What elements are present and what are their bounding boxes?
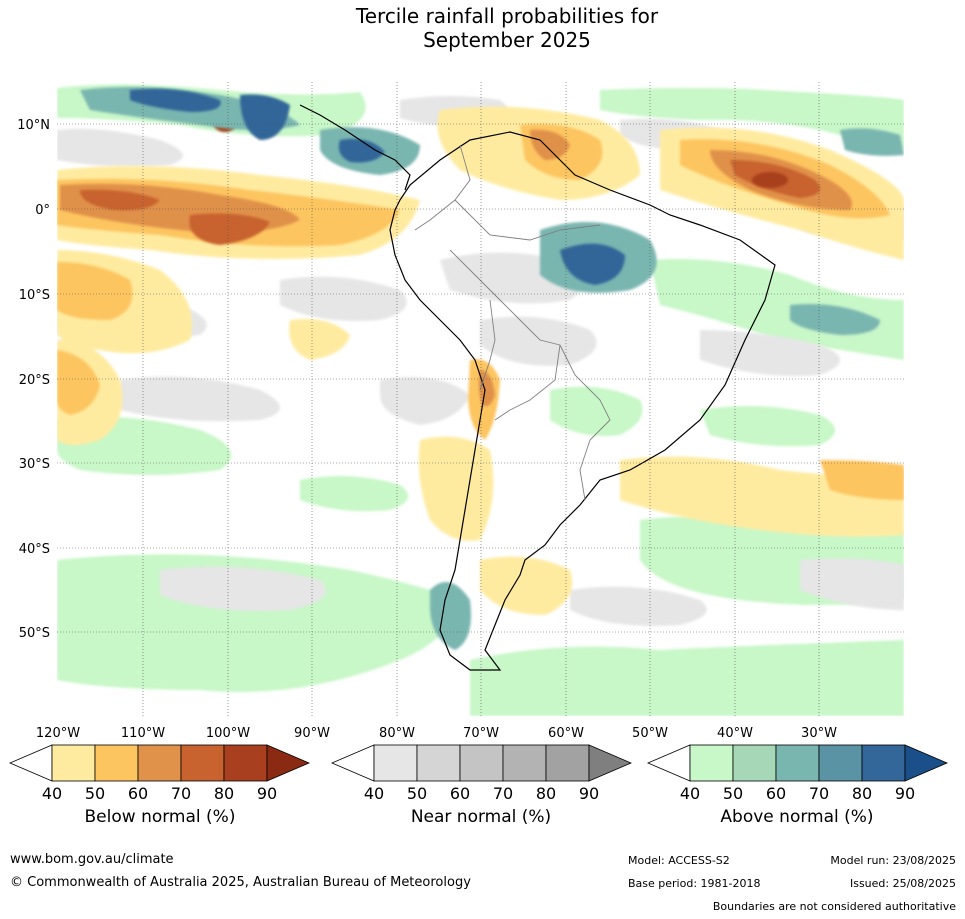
above-normal-80-areas — [130, 88, 625, 285]
colorbar-segment — [416, 744, 461, 782]
colorbar-max-triangle — [266, 744, 311, 782]
lat-label: 50°S — [19, 626, 50, 641]
lat-label: 30°S — [19, 457, 50, 472]
footer-disclaimer: Boundaries are not considered authoritat… — [712, 900, 956, 913]
colorbar-max-triangle — [588, 744, 633, 782]
lat-label: 0° — [35, 203, 50, 218]
colorbar-tick-label: 40 — [364, 784, 384, 803]
lon-label: 100°W — [206, 726, 250, 741]
lat-label: 10°N — [17, 118, 50, 133]
colorbar-tick-label: 50 — [85, 784, 105, 803]
near-normal-legend-title: Near normal (%) — [410, 807, 552, 827]
lon-label: 60°W — [548, 726, 584, 741]
colorbar-tick-label: 70 — [809, 784, 829, 803]
footer-copyright: © Commonwealth of Australia 2025, Austra… — [10, 875, 471, 890]
colorbar-segment — [545, 744, 590, 782]
title-line-2: September 2025 — [423, 28, 591, 52]
colorbar-tick-label: 90 — [579, 784, 599, 803]
footer-base-period: Base period: 1981-2018 — [628, 877, 761, 890]
colorbar-segment — [502, 744, 547, 782]
lon-label: 120°W — [36, 726, 80, 741]
title-line-1: Tercile rainfall probabilities for — [355, 4, 659, 28]
colorbar-tick-label: 70 — [493, 784, 513, 803]
probability-field — [57, 82, 904, 716]
lon-label: 30°W — [801, 726, 837, 741]
country-boundaries — [414, 144, 611, 501]
colorbar-max-triangle — [904, 744, 949, 782]
colorbar-tick-label: 50 — [407, 784, 427, 803]
lon-label: 110°W — [121, 726, 165, 741]
footer-model: Model: ACCESS-S2 — [628, 854, 730, 867]
footer-model-run: Model run: 23/08/2025 — [830, 854, 956, 867]
graticule — [57, 82, 904, 716]
colorbar-segment — [775, 744, 820, 782]
below-normal-colorbar: 40 50 60 70 80 90 — [8, 744, 311, 803]
colorbar-tick-label: 50 — [723, 784, 743, 803]
colorbar-min-triangle — [330, 744, 375, 782]
colorbar-tick-label: 60 — [128, 784, 148, 803]
colorbar-tick-label: 80 — [536, 784, 556, 803]
colorbar-min-triangle — [646, 744, 691, 782]
lat-label: 20°S — [19, 373, 50, 388]
colorbar-tick-label: 90 — [895, 784, 915, 803]
footer-issued: Issued: 25/08/2025 — [849, 877, 956, 890]
map-title: Tercile rainfall probabilities for Septe… — [0, 4, 965, 52]
longitude-labels: 120°W 110°W 100°W 90°W 80°W 70°W 60°W 50… — [36, 726, 837, 741]
colorbar-tick-label: 80 — [214, 784, 234, 803]
above-normal-colorbar: 40 50 60 70 80 90 — [646, 744, 949, 803]
colorbar-segment — [732, 744, 777, 782]
colorbar-segment — [861, 744, 906, 782]
colorbar-tick-label: 90 — [257, 784, 277, 803]
lat-label: 40°S — [19, 542, 50, 557]
lon-label: 80°W — [379, 726, 415, 741]
colorbar-tick-label: 80 — [852, 784, 872, 803]
colorbar-segment — [94, 744, 139, 782]
colorbar-segment — [373, 744, 418, 782]
lon-label: 50°W — [632, 726, 668, 741]
latitude-labels: 10°N 0° 10°S 20°S 30°S 40°S 50°S — [17, 118, 50, 641]
colorbar-segment — [818, 744, 863, 782]
colorbar-segment — [51, 744, 96, 782]
colorbar-tick-label: 70 — [171, 784, 191, 803]
colorbar-segment — [180, 744, 225, 782]
lat-label: 10°S — [19, 288, 50, 303]
near-normal-colorbar: 40 50 60 70 80 90 — [330, 744, 633, 803]
colorbar-segment — [459, 744, 504, 782]
colorbar-tick-label: 60 — [766, 784, 786, 803]
colorbar-segment — [137, 744, 182, 782]
lon-label: 90°W — [294, 726, 330, 741]
above-normal-legend-title: Above normal (%) — [720, 807, 874, 827]
colorbar-tick-label: 60 — [450, 784, 470, 803]
lon-label: 70°W — [463, 726, 499, 741]
colorbar-segment — [689, 744, 734, 782]
footer-url: www.bom.gov.au/climate — [10, 852, 174, 867]
below-normal-legend-title: Below normal (%) — [84, 807, 236, 827]
colorbar-segment — [223, 744, 268, 782]
colorbar-tick-label: 40 — [680, 784, 700, 803]
lon-label: 40°W — [717, 726, 753, 741]
colorbar-min-triangle — [8, 744, 53, 782]
colorbar-tick-label: 40 — [42, 784, 62, 803]
